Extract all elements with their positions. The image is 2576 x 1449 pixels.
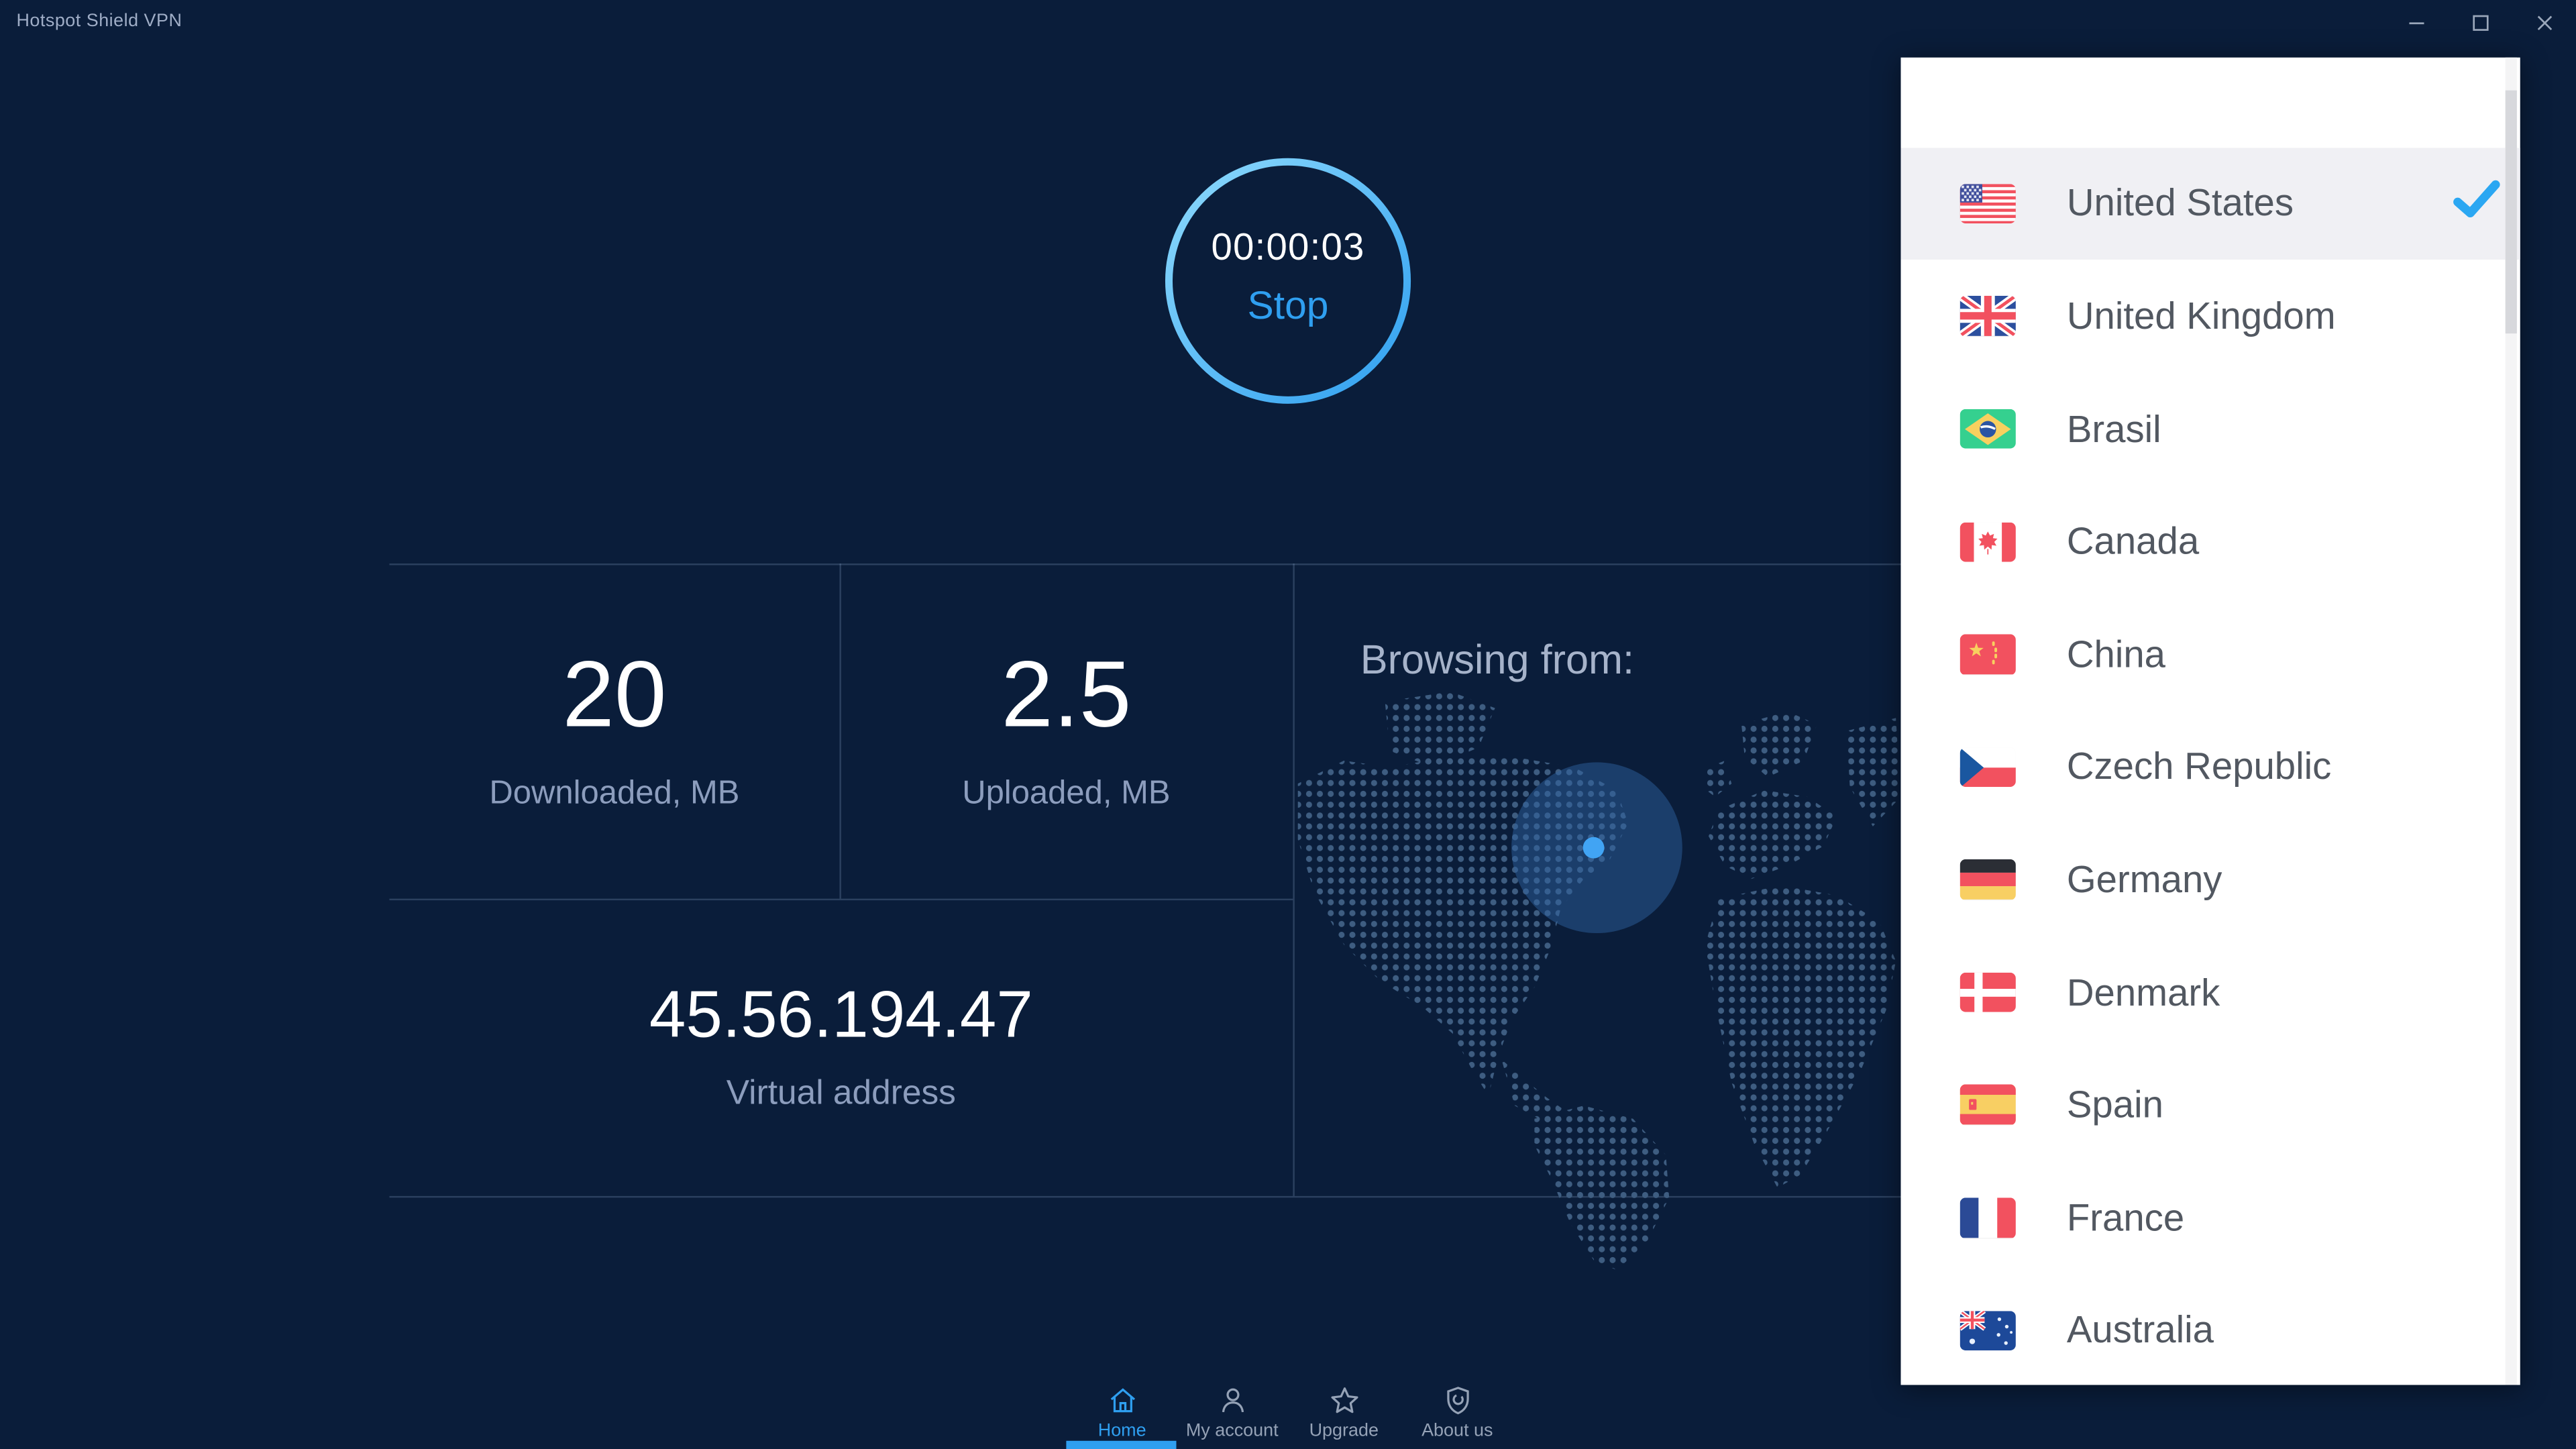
flag-de-icon [1960,859,2016,900]
maximize-icon [2472,14,2488,30]
flag-cn-icon [1960,634,2016,675]
downloaded-label: Downloaded, MB [489,775,740,812]
country-name: Spain [2066,1083,2163,1126]
divider [839,564,841,899]
flag-au-icon [1960,1310,2016,1351]
virtual-address-label: Virtual address [726,1073,956,1112]
country-name: Australia [2066,1308,2214,1352]
active-tab-underline [1066,1440,1177,1449]
upgrade-star-icon [1254,1383,1434,1417]
close-button[interactable] [2512,0,2576,44]
country-name: Canada [2066,519,2200,563]
map-scandinavia [1741,711,1817,777]
nav-item-home[interactable]: Home [1032,1383,1212,1441]
flag-us-icon [1960,183,2016,224]
country-list-item-us[interactable]: United States [1900,147,2520,260]
timer-ring [1165,158,1411,404]
divider [389,1195,1901,1198]
flag-es-icon [1960,1085,2016,1126]
window-title: Hotspot Shield VPN [16,11,182,32]
country-list-item-es[interactable]: Spain [1900,1049,2520,1162]
stop-button[interactable]: Stop [1247,284,1329,329]
map-greenland [1385,692,1495,767]
close-icon [2536,15,2552,30]
country-name: Germany [2066,857,2222,901]
downloaded-stat: 20 Downloaded, MB [389,564,839,899]
flag-br-icon [1960,409,2016,449]
country-list-panel: United States United Kingdom Brasil Cana… [1900,57,2520,1387]
window-controls [2383,0,2576,44]
map-europe [1708,790,1837,879]
country-name: United Kingdom [2066,294,2336,337]
session-timer: 00:00:03 [1211,225,1365,268]
title-bar: Hotspot Shield VPN [0,0,2576,46]
country-name: United States [2066,181,2294,225]
country-name: Czech Republic [2066,745,2332,788]
scrollbar-track[interactable] [2505,57,2517,1385]
about-shield-icon [1367,1383,1548,1417]
country-name: China [2066,632,2166,676]
connection-toggle-circle[interactable]: 00:00:03 Stop [1165,158,1411,404]
flag-cz-icon [1960,747,2016,788]
nav-label: Home [1097,1421,1146,1441]
scrollbar-thumb[interactable] [2505,90,2517,334]
nav-item-my-account[interactable]: My account [1142,1383,1322,1441]
world-map [1297,692,1901,1271]
downloaded-value: 20 [562,642,667,748]
flag-ca-icon [1960,521,2016,562]
map-central-america [1501,1059,1568,1126]
country-list-item-dk[interactable]: Denmark [1900,936,2520,1049]
country-list-item-cz[interactable]: Czech Republic [1900,711,2520,824]
country-name: France [2066,1195,2185,1239]
flag-dk-icon [1960,972,2016,1013]
country-list: United States United Kingdom Brasil Cana… [1900,147,2520,1387]
flag-fr-icon [1960,1197,2016,1238]
country-list-item-au[interactable]: Australia [1900,1275,2520,1387]
map-asia [1846,718,1901,826]
nav-item-about-us[interactable]: About us [1367,1383,1548,1441]
nav-label: Upgrade [1309,1421,1379,1441]
country-list-item-uk[interactable]: United Kingdom [1900,260,2520,373]
divider [389,898,1293,901]
nav-label: My account [1185,1421,1279,1441]
uploaded-value: 2.5 [1001,642,1132,748]
map-south-america [1534,1106,1670,1271]
map-united-kingdom [1702,760,1732,797]
nav-label: About us [1421,1421,1493,1441]
uploaded-label: Uploaded, MB [962,775,1171,812]
browsing-from-heading: Browsing from: [1360,637,1635,684]
check-icon [2453,179,2500,228]
map-africa [1705,885,1896,1188]
uploaded-stat: 2.5 Uploaded, MB [839,564,1293,899]
nav-item-upgrade[interactable]: Upgrade [1254,1383,1434,1441]
virtual-address-value: 45.56.194.47 [649,978,1033,1051]
maximize-button[interactable] [2448,0,2512,44]
minimize-button[interactable] [2383,0,2448,44]
country-list-item-fr[interactable]: France [1900,1162,2520,1275]
country-list-item-br[interactable]: Brasil [1900,373,2520,486]
minimize-icon [2408,21,2424,23]
virtual-address-stat: 45.56.194.47 Virtual address [389,899,1293,1196]
country-list-item-cn[interactable]: China [1900,598,2520,711]
map-north-america [1297,757,1628,1096]
country-list-item-ca[interactable]: Canada [1900,486,2520,598]
my-account-icon [1142,1383,1322,1417]
country-name: Denmark [2066,970,2220,1014]
country-name: Brasil [2066,407,2161,450]
flag-uk-icon [1960,296,2016,337]
home-icon [1032,1383,1212,1417]
divider [389,564,1901,566]
divider [1293,564,1295,1196]
location-dot [1582,837,1605,859]
country-list-item-de[interactable]: Germany [1900,824,2520,936]
